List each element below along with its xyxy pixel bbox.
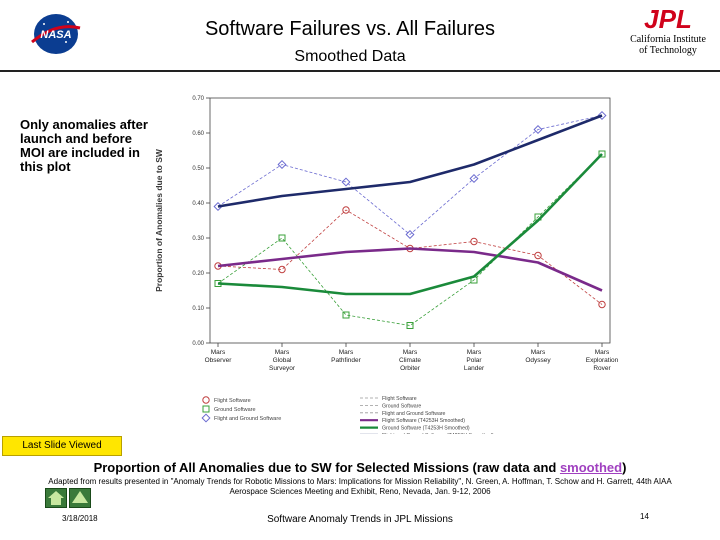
- x-tick-label-line: Orbiter: [400, 365, 421, 372]
- y-tick-label: 0.40: [192, 201, 204, 207]
- data-point-circle: [202, 396, 210, 404]
- data-point-diamond: [341, 177, 351, 187]
- side-note: Only anomalies after launch and before M…: [20, 117, 148, 174]
- software-failures-chart: 0.00 0.10 0.20 0.30 0.40 0.50 0.60 0.70 Proporti…: [154, 96, 619, 434]
- legend-line-label: Flight Software (T4253H Smoothed): [382, 418, 465, 424]
- x-tick-label: Mars Odyssey: [525, 349, 551, 364]
- last-slide-viewed-button[interactable]: Last Slide Viewed: [2, 436, 122, 456]
- data-point-circle: [278, 265, 286, 274]
- y-tick-label: 0.10: [192, 306, 204, 312]
- chart-series: [213, 110, 607, 329]
- x-tick-label-line: Climate: [399, 357, 421, 364]
- svg-text:JPL: JPL: [644, 4, 692, 32]
- data-point-square: [278, 234, 286, 242]
- legend-marker-label: Flight Software: [214, 398, 251, 404]
- caption-text: Proportion of All Anomalies due to SW fo…: [93, 460, 560, 475]
- x-tick-label-line: Mars: [275, 349, 290, 356]
- y-axis-title: Proportion of Anomalies due to SW: [154, 148, 164, 292]
- legend-line-label: Flight and Ground Software (T4253H Smoot…: [382, 433, 494, 434]
- x-tick-label: Mars Global Surveyor: [269, 349, 296, 372]
- x-tick-label-line: Mars: [467, 349, 482, 356]
- caption-end: ): [622, 460, 627, 475]
- legend-line-label: Ground Software (T4253H Smoothed): [382, 426, 470, 432]
- x-tick-label-line: Mars: [531, 349, 546, 356]
- x-tick-label-line: Global: [273, 357, 292, 364]
- y-tick-label: 0.20: [192, 271, 204, 277]
- x-tick-label-line: Mars: [211, 349, 226, 356]
- chart-axes: 0.00 0.10 0.20 0.30 0.40 0.50 0.60 0.70 Proporti…: [154, 96, 611, 347]
- jpl-logo: JPL: [644, 4, 692, 32]
- home-nav-button[interactable]: [45, 488, 67, 508]
- up-arrow-icon: [72, 491, 88, 503]
- data-point-circle: [470, 237, 478, 246]
- slide-subtitle: Smoothed Data: [294, 48, 406, 65]
- x-tick-label-line: Pathfinder: [331, 357, 361, 364]
- x-tick-label-line: Observer: [205, 357, 233, 364]
- smoothed-series-line: [217, 247, 603, 292]
- legend-line-label: Flight Software: [382, 396, 417, 402]
- x-tick-label-line: Odyssey: [525, 357, 551, 364]
- chart-caption: Proportion of All Anomalies due to SW fo…: [0, 460, 720, 475]
- x-tick-label: Mars Observer: [205, 349, 233, 364]
- x-tick-label-line: Exploration: [586, 357, 619, 364]
- slide-title: Software Failures vs. All Failures: [204, 18, 496, 40]
- x-tick-label: Mars Pathfinder: [331, 349, 361, 364]
- up-nav-button[interactable]: [69, 488, 91, 508]
- institute-name: California Institute of Technology: [630, 34, 706, 56]
- legend-line-label: Ground Software: [382, 403, 421, 409]
- data-point-diamond: [201, 413, 211, 423]
- x-tick-label-line: Mars: [339, 349, 354, 356]
- y-tick-label: 0.00: [192, 341, 204, 347]
- y-tick-label: 0.60: [192, 131, 204, 137]
- page-number: 14: [640, 512, 649, 521]
- home-icon: [48, 491, 64, 505]
- data-point-diamond: [533, 124, 543, 135]
- y-tick-label: 0.30: [192, 236, 204, 242]
- x-tick-label-line: Mars: [403, 349, 418, 356]
- data-point-diamond: [405, 229, 415, 240]
- data-point-circle: [598, 300, 606, 309]
- x-tick-label-line: Rover: [593, 365, 611, 372]
- raw-series-line: [217, 115, 603, 236]
- header-divider: [0, 70, 720, 72]
- legend-marker-label: Flight and Ground Software: [214, 416, 281, 422]
- footer-date: 3/18/2018: [62, 514, 98, 523]
- x-tick-label-line: Surveyor: [269, 365, 296, 372]
- x-tick-label: Mars Polar Lander: [464, 349, 485, 372]
- x-tick-label-line: Mars: [595, 349, 610, 356]
- data-point-diamond: [469, 173, 479, 184]
- smoothed-series-line: [217, 153, 603, 296]
- x-tick-label: Mars Exploration Rover: [586, 349, 619, 372]
- footer-title: Software Anomaly Trends in JPL Missions: [267, 514, 453, 525]
- x-tick-label-line: Polar: [466, 357, 482, 364]
- data-point-diamond: [597, 110, 607, 121]
- data-point-square: [342, 311, 350, 319]
- data-point-square: [406, 322, 414, 329]
- y-tick-label: 0.50: [192, 166, 204, 172]
- x-tick-label-line: Lander: [464, 365, 485, 372]
- legend-marker-label: Ground Software: [214, 407, 256, 413]
- raw-series-line: [217, 153, 603, 326]
- nasa-logo: NASA: [31, 14, 81, 54]
- x-tick-label: Mars Climate Orbiter: [399, 349, 421, 372]
- data-point-circle: [534, 251, 542, 260]
- data-point-square: [202, 405, 210, 413]
- data-point-diamond: [277, 159, 287, 170]
- smoothed-link[interactable]: smoothed: [559, 460, 623, 475]
- svg-text:NASA: NASA: [40, 29, 71, 41]
- raw-series-line: [217, 209, 603, 305]
- legend-line-label: Flight and Ground Software: [382, 411, 446, 417]
- data-point-circle: [342, 206, 350, 214]
- y-tick-label: 0.70: [192, 96, 204, 102]
- source-citation: Adapted from results presented in "Anoma…: [48, 477, 672, 496]
- smoothed-series-line: [217, 114, 603, 208]
- data-point-square: [598, 150, 606, 158]
